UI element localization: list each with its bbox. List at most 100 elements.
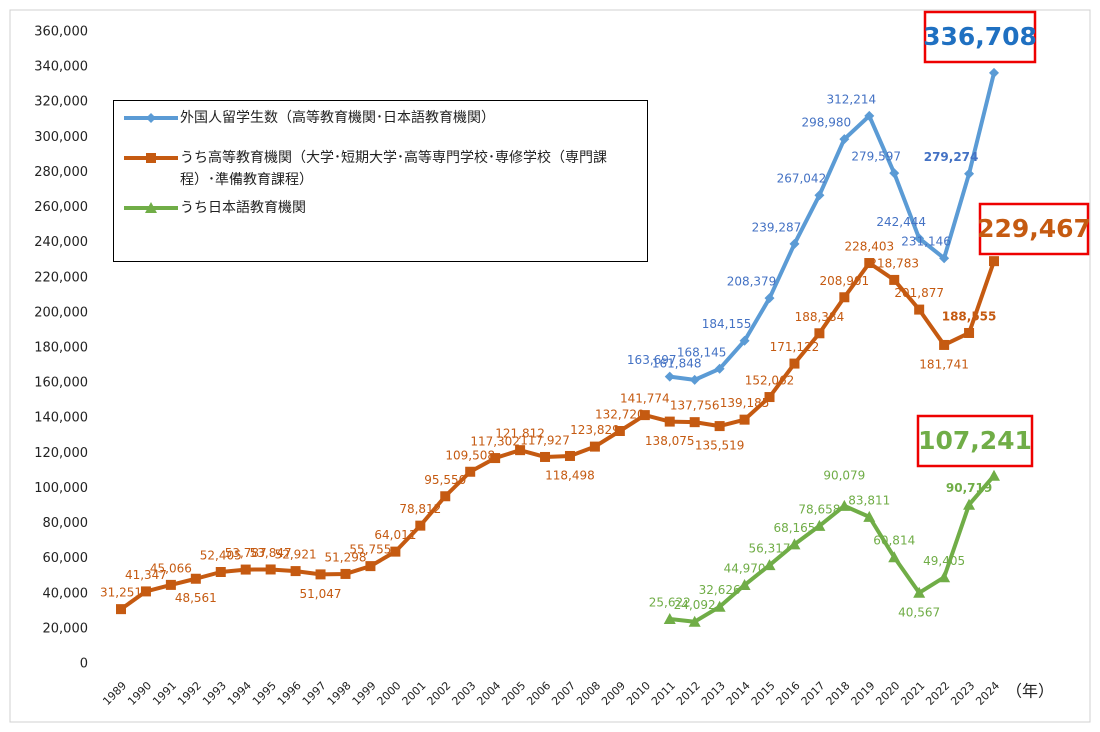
value-label: 229,467 [977, 214, 1091, 243]
legend-swatch [124, 153, 178, 163]
value-label: 60,814 [873, 534, 915, 548]
marker [663, 613, 676, 625]
value-label: 181,741 [919, 357, 969, 371]
marker [764, 293, 775, 304]
legend-swatch [124, 113, 178, 123]
value-label: 118,498 [545, 468, 595, 482]
marker [739, 414, 750, 425]
marker [639, 410, 650, 421]
marker [240, 564, 251, 575]
value-label: 56,317 [749, 542, 791, 556]
marker [165, 579, 176, 590]
marker [888, 551, 901, 563]
marker [215, 567, 226, 578]
x-tick-label: 2015 [749, 679, 778, 708]
marker [490, 453, 501, 464]
value-label: 152,062 [745, 374, 795, 388]
marker [988, 469, 1000, 481]
value-label: 121,812 [495, 427, 545, 441]
highlight-box [923, 10, 1037, 64]
x-tick-label: 2012 [674, 679, 703, 708]
value-label: 218,783 [869, 256, 919, 270]
value-label: 51,047 [300, 587, 342, 601]
value-label: 68,165 [773, 521, 815, 535]
y-tick-label: 160,000 [34, 376, 88, 391]
value-label: 109,508 [445, 448, 495, 462]
marker [814, 190, 825, 201]
value-label: 188,555 [942, 309, 997, 323]
x-tick-label: 1996 [275, 679, 304, 708]
y-tick-label: 300,000 [34, 130, 88, 145]
value-label: 135,519 [695, 439, 745, 453]
marker [838, 499, 851, 511]
value-label: 64,011 [374, 528, 416, 542]
value-label: 52,921 [275, 548, 317, 562]
marker [265, 564, 276, 575]
value-label: 312,214 [826, 92, 876, 106]
value-label: 40,567 [898, 605, 940, 619]
x-tick-label: 2004 [474, 679, 503, 708]
value-label: 139,185 [720, 396, 770, 410]
x-tick-label: 2023 [948, 679, 977, 708]
marker [913, 586, 926, 598]
marker [938, 571, 951, 583]
x-tick-label: 1989 [100, 679, 129, 708]
marker [989, 256, 999, 267]
value-label: 117,927 [520, 433, 570, 447]
marker [664, 371, 675, 382]
x-tick-label: 2011 [649, 679, 678, 708]
legend-item: うち日本語教育機関 [122, 197, 639, 219]
value-label: 55,755 [349, 543, 391, 557]
y-tick-label: 40,000 [43, 586, 89, 601]
marker [863, 510, 876, 522]
x-tick-label: 2007 [549, 679, 578, 708]
x-tick-label: 2017 [799, 679, 828, 708]
value-label: 83,811 [848, 493, 890, 507]
x-tick-label: 1995 [250, 679, 279, 708]
value-label: 279,274 [924, 150, 979, 164]
marker [564, 450, 575, 461]
marker [964, 168, 975, 179]
marker [689, 417, 700, 428]
value-label: 45,066 [150, 561, 192, 575]
marker [515, 445, 526, 456]
x-tick-label: 2021 [898, 679, 927, 708]
series-line [669, 72, 996, 382]
y-tick-label: 340,000 [34, 60, 88, 75]
value-label: 53,847 [250, 546, 292, 560]
x-tick-label: 2008 [574, 679, 603, 708]
value-label: 90,719 [946, 481, 992, 495]
x-tick-label: 2010 [624, 679, 653, 708]
marker [889, 274, 900, 285]
y-tick-label: 100,000 [34, 481, 88, 496]
marker [788, 538, 801, 550]
x-tick-label: 2005 [499, 679, 528, 708]
y-tick-label: 60,000 [43, 551, 89, 566]
marker [939, 339, 950, 350]
marker [914, 233, 925, 244]
value-label: 117,302 [470, 435, 520, 449]
x-tick-label: 2013 [699, 679, 728, 708]
value-label: 48,561 [175, 591, 217, 605]
x-tick-label: 2000 [375, 679, 404, 708]
value-label: 52,405 [200, 549, 242, 563]
value-label: 25,622 [649, 596, 691, 610]
legend-swatch [124, 202, 178, 213]
highlight-box [916, 414, 1034, 468]
marker [340, 568, 351, 579]
value-label: 138,075 [645, 434, 695, 448]
marker [614, 426, 625, 437]
y-tick-label: 20,000 [43, 621, 89, 636]
highlight-box [978, 202, 1090, 256]
value-label: 239,287 [752, 220, 802, 234]
value-label: 168,145 [677, 345, 727, 359]
value-label: 279,597 [851, 150, 901, 164]
x-tick-label: 2003 [449, 679, 478, 708]
value-label: 137,756 [670, 399, 720, 413]
value-label: 78,812 [399, 502, 441, 516]
marker [939, 253, 950, 264]
marker [739, 335, 750, 346]
marker [540, 451, 551, 462]
value-label: 123,829 [570, 423, 620, 437]
